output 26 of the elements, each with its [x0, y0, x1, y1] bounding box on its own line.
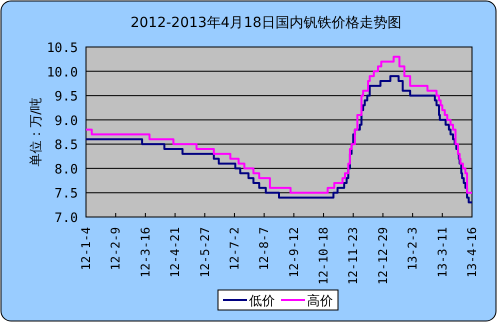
- x-tick-label: 12-7-2: [227, 227, 242, 270]
- y-tick-label: 10.5: [46, 41, 78, 56]
- x-tick-label: 13-2-3: [406, 227, 420, 270]
- legend-label: 低价: [249, 294, 275, 309]
- x-tick-label: 12-1-4: [79, 227, 93, 270]
- x-tick-label: 12-4-21: [168, 227, 182, 278]
- x-tick-label: 12-12-29: [376, 227, 390, 285]
- y-tick-label: 8.0: [54, 162, 78, 178]
- y-tick-label: 7.5: [54, 186, 78, 202]
- y-tick-label: 9.0: [54, 114, 78, 129]
- legend-label: 高价: [307, 293, 333, 309]
- y-tick-label: 10.0: [46, 65, 78, 80]
- y-tick-label: 9.5: [54, 90, 78, 105]
- x-tick-label: 13-4-16: [465, 227, 479, 278]
- y-tick-label: 7.0: [54, 211, 78, 226]
- chart-title: 2012-2013年4月18日国内钒铁价格走势图: [130, 15, 402, 31]
- x-tick-label: 12-8-7: [257, 227, 272, 270]
- y-tick-label: 8.5: [54, 138, 78, 154]
- x-tick-label: 12-3-16: [138, 227, 152, 278]
- x-tick-label: 12-5-27: [198, 227, 212, 278]
- x-tick-label: 12-2-9: [108, 227, 123, 270]
- y-axis-title: 单位：万/吨: [29, 97, 44, 167]
- x-tick-label: 12-11-23: [346, 227, 360, 285]
- x-tick-label: 12-9-12: [286, 227, 301, 278]
- x-tick-label: 13-3-11: [435, 227, 450, 278]
- x-tick-label: 12-10-18: [316, 227, 331, 285]
